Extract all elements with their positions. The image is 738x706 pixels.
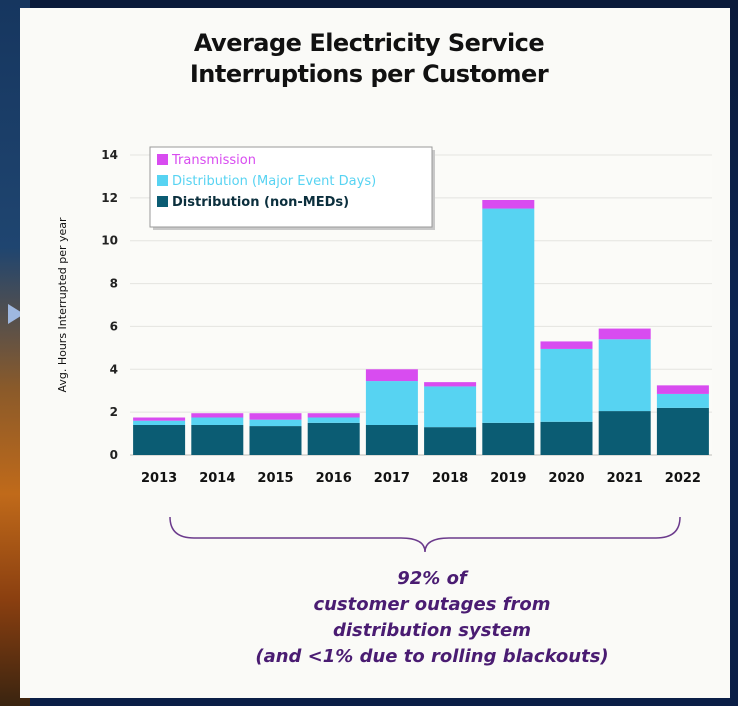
bar-segment	[249, 419, 302, 427]
y-tick-label: 12	[101, 191, 118, 205]
x-tick-label: 2020	[548, 471, 584, 486]
bar-segment	[656, 407, 709, 455]
bar-segment	[307, 417, 360, 423]
bar-segment	[365, 425, 418, 455]
bar-segment	[133, 420, 186, 425]
bar-segment	[424, 427, 477, 455]
chart-title-line-1: Average Electricity Service	[193, 29, 545, 57]
bar-segment	[191, 425, 244, 455]
x-tick-label: 2022	[665, 471, 701, 486]
y-tick-label: 14	[101, 148, 118, 162]
legend-label: Transmission	[171, 153, 256, 168]
y-tick-label: 2	[110, 405, 118, 419]
bar-segment	[424, 386, 477, 428]
x-tick-label: 2018	[432, 471, 468, 486]
annotation-line-1: 92% of	[397, 568, 467, 589]
bar-segment	[424, 382, 477, 387]
annotation-line-3: distribution system	[332, 620, 532, 641]
bar-segment	[540, 341, 593, 349]
x-tick-label: 2015	[257, 471, 293, 486]
curly-brace	[169, 516, 681, 553]
bar-segment	[133, 425, 186, 455]
y-tick-label: 8	[110, 277, 118, 291]
legend-label: Distribution (non-MEDs)	[172, 195, 349, 210]
bar-segment	[191, 413, 244, 418]
bar-segment	[191, 417, 244, 425]
x-tick-label: 2019	[490, 471, 526, 486]
legend-swatch	[157, 175, 168, 186]
annotation-text: 92% of customer outages from distributio…	[190, 566, 674, 670]
y-tick-label: 4	[110, 362, 118, 376]
legend-swatch	[157, 196, 168, 207]
x-tick-label: 2017	[374, 471, 410, 486]
bar-segment	[482, 422, 535, 455]
x-tick-label: 2013	[141, 471, 177, 486]
y-tick-label: 6	[110, 319, 118, 333]
y-tick-label: 10	[101, 234, 118, 248]
chart-title: Average Electricity Service Interruption…	[0, 28, 738, 90]
bar-segment	[365, 381, 418, 425]
annotation-line-4: (and <1% due to rolling blackouts)	[255, 646, 609, 667]
legend-swatch	[157, 154, 168, 165]
chart-title-line-2: Interruptions per Customer	[189, 60, 549, 88]
bar-segment	[598, 411, 651, 455]
bar-segment	[598, 328, 651, 340]
bar-segment	[249, 413, 302, 420]
bar-segment	[482, 200, 535, 209]
bar-segment	[249, 426, 302, 455]
y-tick-label: 0	[110, 448, 118, 462]
annotation-line-2: customer outages from	[313, 594, 551, 615]
legend-label: Distribution (Major Event Days)	[172, 174, 376, 189]
y-axis-title: Avg. Hours Interrupted per year	[56, 217, 69, 393]
bar-segment	[656, 385, 709, 394]
bar-segment	[656, 393, 709, 408]
bar-segment	[482, 208, 535, 423]
bar-segment	[598, 339, 651, 412]
legend-box	[149, 146, 433, 228]
bar-segment	[365, 369, 418, 382]
bar-segment	[540, 348, 593, 422]
bar-segment	[307, 422, 360, 455]
x-tick-label: 2016	[316, 471, 352, 486]
bar-segment	[133, 417, 186, 421]
bar-segment	[307, 413, 360, 418]
x-tick-label: 2021	[607, 471, 643, 486]
bar-segment	[540, 421, 593, 455]
x-tick-label: 2014	[199, 471, 235, 486]
